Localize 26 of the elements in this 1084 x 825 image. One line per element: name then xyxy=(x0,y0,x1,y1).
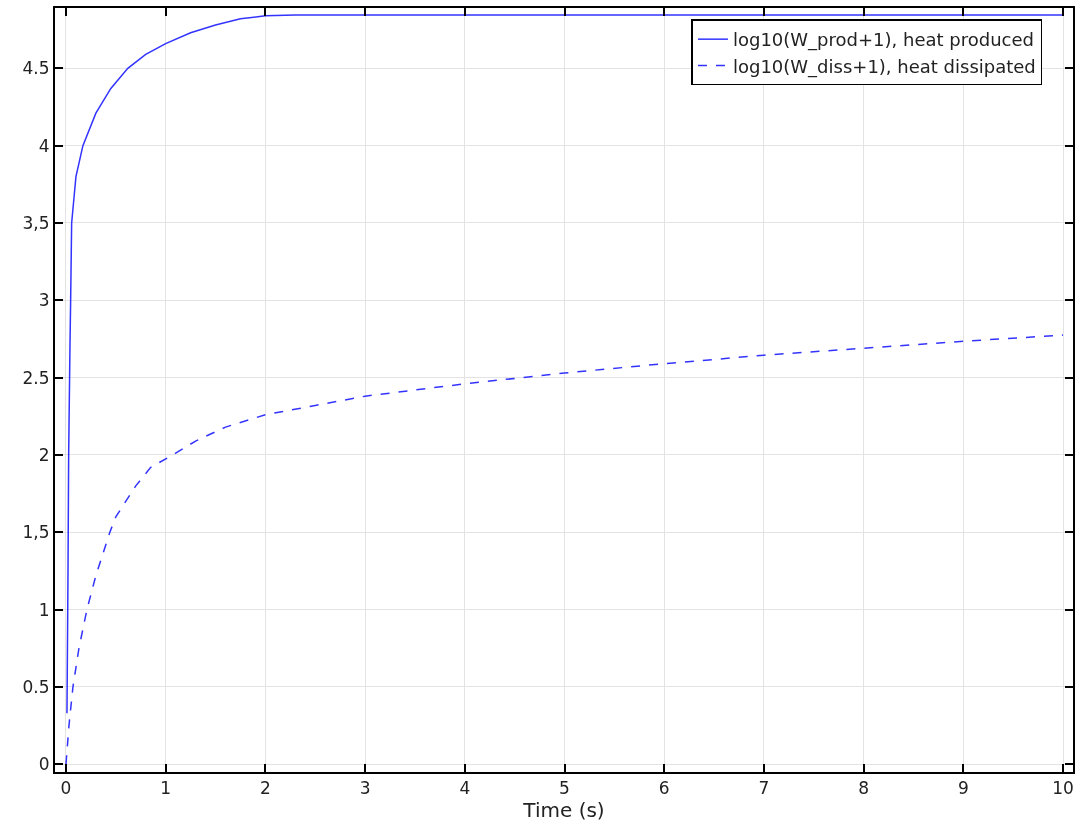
x-tick-label: 7 xyxy=(758,778,770,799)
legend-label: log10(W_prod+1), heat produced xyxy=(732,29,1034,52)
x-tick-label: 10 xyxy=(1052,778,1074,799)
y-tick-label: 1 xyxy=(38,599,50,620)
y-tick-label: 4 xyxy=(38,135,50,156)
x-axis-title: Time (s) xyxy=(522,798,605,823)
y-tick-label: 0 xyxy=(38,754,50,775)
y-tick-label: 1,5 xyxy=(22,522,50,543)
y-tick-label: 2 xyxy=(38,444,50,465)
x-tick-label: 9 xyxy=(957,778,969,799)
legend-label: log10(W_diss+1), heat dissipated xyxy=(732,55,1036,78)
x-tick-label: 2 xyxy=(259,778,271,799)
x-tick-label: 5 xyxy=(559,778,570,799)
x-tick-label: 1 xyxy=(160,778,172,799)
y-tick-label: 4.5 xyxy=(22,58,50,79)
x-tick-label: 6 xyxy=(658,778,670,799)
x-tick-label: 8 xyxy=(858,778,870,799)
y-tick-label: 2.5 xyxy=(22,367,50,388)
y-tick-label: 0.5 xyxy=(22,676,50,697)
line-series xyxy=(66,14,1064,714)
y-tick-label: 3,5 xyxy=(22,212,50,233)
x-tick-label: 4 xyxy=(459,778,471,799)
line-series xyxy=(65,334,1064,766)
x-tick-label: 3 xyxy=(359,778,371,799)
y-tick-label: 3 xyxy=(38,290,50,311)
x-tick-label: 0 xyxy=(60,778,72,799)
